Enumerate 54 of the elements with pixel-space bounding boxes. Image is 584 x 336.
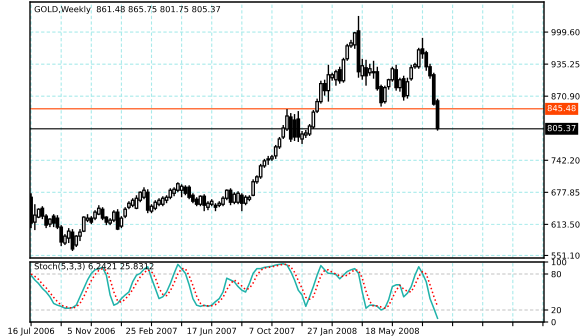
x-tick-label: 27 Jan 2008 [308, 328, 357, 336]
candlestick [240, 192, 244, 212]
candlestick [180, 184, 184, 198]
candlestick [52, 213, 56, 228]
candlestick [251, 178, 255, 197]
candlestick [116, 208, 120, 231]
candlestick [153, 200, 158, 211]
candlestick [288, 112, 293, 143]
candlestick [70, 228, 74, 252]
y-tick-label: 999.60 [551, 29, 580, 36]
y-tick-label: 0 [551, 318, 556, 326]
line-series [30, 263, 438, 320]
candlestick [364, 59, 368, 86]
y-tick-label: 742.20 [552, 157, 580, 164]
y-tick-label: 870.90 [552, 93, 580, 100]
candlestick [258, 163, 263, 180]
chart-title: Stoch(5,3,3) 6.2421 25.8312 [34, 262, 154, 270]
candlestick [187, 184, 192, 200]
line-series [30, 264, 438, 309]
y-tick-label: 100 [552, 258, 566, 266]
candlestick [134, 194, 138, 210]
y-tick-label: 935.25 [551, 61, 580, 68]
x-tick-label: 16 Jul 2006 [8, 328, 54, 336]
candlestick [334, 69, 338, 86]
candlestick [168, 188, 172, 200]
candlestick [100, 206, 104, 221]
candlestick [146, 188, 150, 214]
candlestick [232, 192, 236, 205]
candlestick [326, 64, 330, 102]
y-tick-label: 677.85 [552, 189, 580, 196]
candlestick [93, 209, 97, 221]
candlestick [292, 113, 296, 142]
candlestick [228, 188, 232, 206]
candlestick [160, 196, 165, 207]
candlestick [244, 194, 248, 206]
x-tick-label: 18 May 2008 [366, 328, 419, 336]
x-tick-label: 25 Feb 2007 [126, 328, 177, 334]
y-tick-label: 551.10 [552, 252, 580, 259]
candlestick [368, 63, 372, 76]
y-tick-label: 80 [552, 270, 561, 278]
chart-title: GOLD,Weekly 861.48 865.75 801.75 805.37 [34, 6, 220, 14]
candlestick [198, 194, 202, 207]
x-tick-label: 7 Oct 2007 [250, 328, 294, 334]
candlestick [184, 184, 188, 196]
ref-line-label: 845.48 [548, 104, 576, 112]
ref-line-label: 805.37 [548, 124, 576, 132]
candlestick [176, 182, 180, 193]
candlestick [402, 75, 406, 102]
candlestick [202, 194, 206, 212]
candlestick [394, 64, 398, 92]
x-tick-label: 5 Nov 2006 [68, 328, 115, 334]
x-tick-label: 17 Jun 2007 [188, 328, 236, 336]
y-tick-label: 613.50 [552, 221, 580, 228]
y-tick-label: 20 [552, 306, 561, 314]
